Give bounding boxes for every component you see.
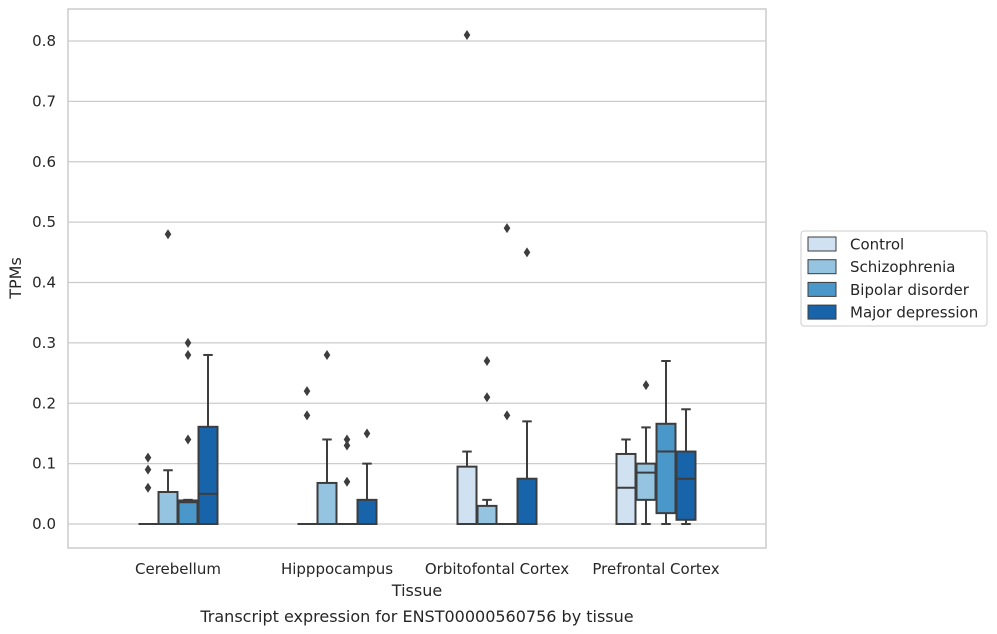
legend-swatch — [807, 281, 837, 297]
outlier-point — [303, 386, 311, 397]
box-iqr — [177, 499, 199, 525]
legend: Control Schizophrenia Bipolar disorder Majo… — [800, 230, 988, 327]
outlier-point — [144, 452, 152, 463]
box-major-depression — [516, 247, 538, 525]
box-bipolar-disorder — [337, 434, 357, 525]
box-iqr — [516, 477, 538, 525]
plot-frame — [67, 8, 767, 549]
outlier-point — [184, 349, 192, 360]
y-tick-label: 0.3 — [32, 334, 56, 352]
outlier-point — [503, 410, 511, 421]
outlier-point — [483, 392, 491, 403]
outlier-point — [483, 355, 491, 366]
y-axis-title: TPMs — [6, 257, 25, 300]
outlier-point — [184, 434, 192, 445]
outlier-point — [503, 223, 511, 234]
box-bipolar-disorder — [497, 223, 517, 525]
y-tick-label: 0.7 — [32, 92, 56, 110]
box-major-depression — [197, 353, 219, 526]
box-schizophrenia — [157, 229, 179, 526]
gridlines — [68, 40, 766, 525]
box-bipolar-disorder — [655, 359, 677, 525]
x-tick-labels: Cerebellum Hipppocampus Orbitofontal Corte… — [135, 560, 720, 578]
y-tick-labels: 0.0 0.1 0.2 0.3 0.4 0.5 0.6 0.7 0.8 — [32, 32, 56, 533]
outlier-point — [363, 428, 371, 439]
outlier-point — [343, 434, 351, 445]
y-tick-label: 0.6 — [32, 153, 56, 171]
outlier-point — [184, 337, 192, 348]
y-tick-label: 0.2 — [32, 394, 56, 412]
box-control — [615, 438, 637, 525]
box-major-depression — [675, 408, 697, 525]
box-iqr — [356, 498, 378, 526]
outlier-point — [463, 29, 471, 40]
outlier-point — [303, 410, 311, 421]
legend-label: Bipolar disorder — [850, 281, 970, 299]
box-iqr — [476, 504, 498, 526]
legend-label: Schizophrenia — [850, 258, 955, 276]
y-tick-label: 0.5 — [32, 213, 56, 231]
legend-swatch — [807, 259, 837, 275]
legend-label: Major depression — [850, 304, 978, 322]
y-tick-label: 0.0 — [32, 515, 56, 533]
box-iqr — [157, 491, 179, 526]
box-iqr — [197, 425, 219, 526]
x-tick-label: Cerebellum — [135, 560, 221, 578]
box-control — [297, 386, 317, 525]
box-iqr — [635, 462, 657, 501]
box-schizophrenia — [476, 355, 498, 526]
x-tick-label: Prefrontal Cortex — [592, 560, 719, 578]
legend-frame — [800, 230, 988, 327]
outlier-point — [323, 349, 331, 360]
box-iqr — [456, 465, 478, 525]
box-iqr — [675, 450, 697, 521]
box-bipolar-disorder — [177, 337, 199, 525]
boxplot-marks — [138, 29, 697, 526]
legend-swatch — [807, 304, 837, 320]
x-tick-label: Orbitofontal Cortex — [425, 560, 569, 578]
outlier-point — [642, 380, 650, 391]
outlier-point — [164, 229, 172, 240]
outlier-point — [144, 464, 152, 475]
box-iqr — [615, 452, 637, 525]
x-tick-label: Hipppocampus — [281, 560, 393, 578]
box-control — [456, 29, 478, 525]
box-schizophrenia — [635, 380, 657, 525]
box-major-depression — [356, 428, 378, 526]
outlier-point — [523, 247, 531, 258]
chart-caption: Transcript expression for ENST0000056075… — [199, 607, 633, 626]
box-schizophrenia — [316, 349, 338, 526]
outlier-point — [144, 482, 152, 493]
box-control — [138, 452, 158, 525]
y-tick-label: 0.8 — [32, 32, 56, 50]
y-tick-label: 0.4 — [32, 274, 56, 292]
legend-swatch — [807, 236, 837, 252]
y-tick-label: 0.1 — [32, 455, 56, 473]
outlier-point — [343, 476, 351, 487]
box-iqr — [316, 481, 338, 526]
x-axis-title: Tissue — [391, 581, 442, 600]
box-iqr — [655, 422, 677, 515]
outlier-point — [343, 440, 351, 451]
legend-label: Control — [850, 236, 904, 254]
